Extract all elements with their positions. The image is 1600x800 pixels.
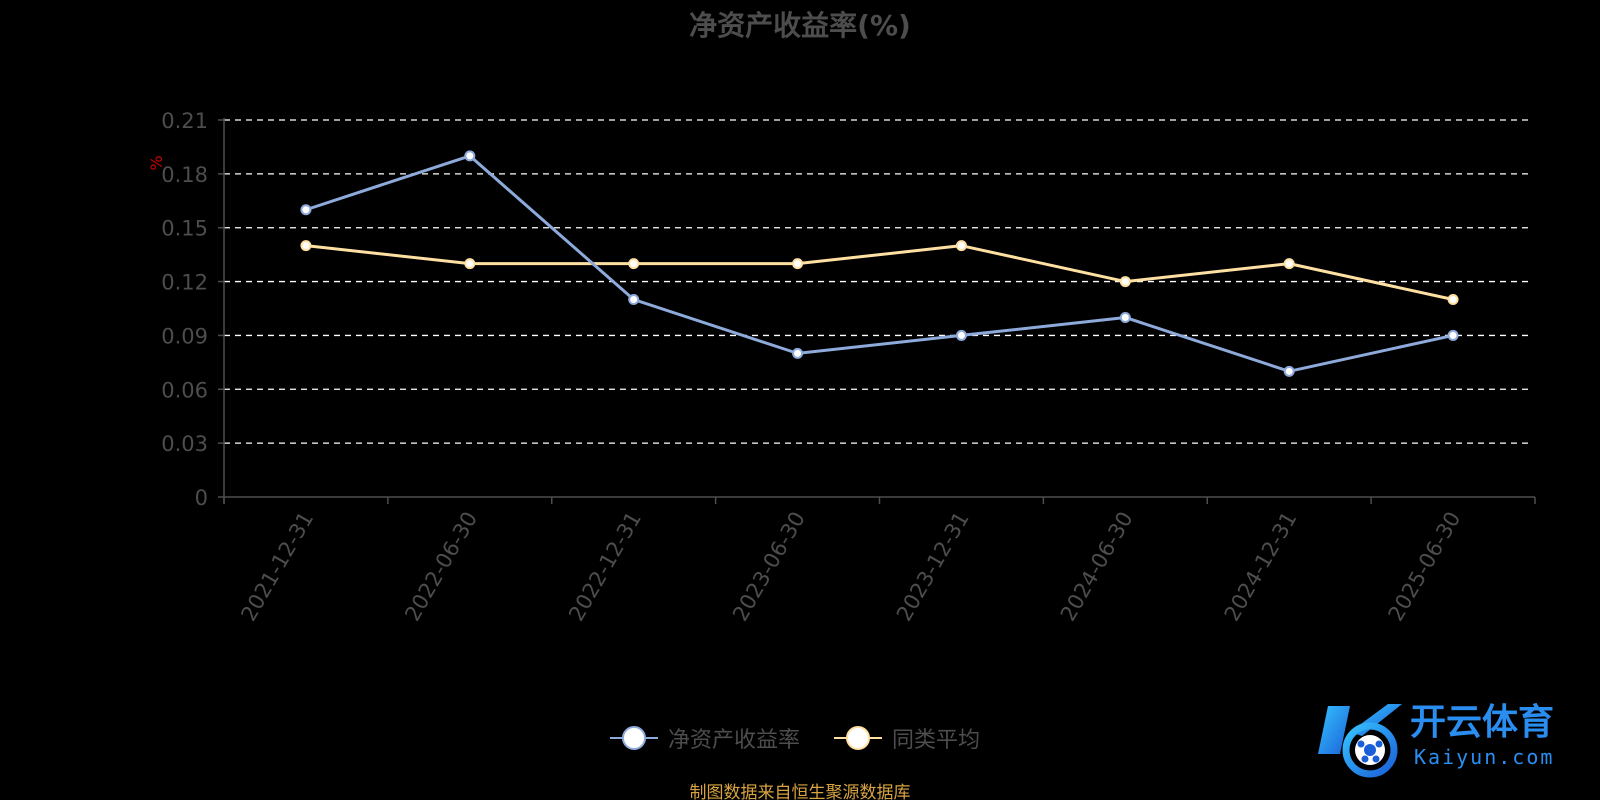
data-point-1 (955, 240, 967, 252)
x-tick-label: 2023-06-30 (728, 508, 810, 626)
y-tick-label: 0.12 (161, 271, 208, 295)
legend-label-peer-average: 同类平均 (892, 728, 981, 753)
series-line-0 (305, 154, 1454, 373)
y-axis-label: % (147, 155, 166, 170)
source-note: 制图数据来自恒生聚源数据库 (689, 783, 911, 800)
grid-lines (224, 119, 1529, 444)
y-tick-label: 0.18 (161, 163, 208, 187)
x-tick-label: 2024-06-30 (1056, 508, 1138, 626)
data-point-0 (628, 294, 640, 306)
kaiyun-logo: 开云体育 Kaiyun.com (1318, 702, 1554, 778)
y-tick-label: 0.03 (161, 432, 208, 456)
x-tick-label: 2022-12-31 (564, 508, 646, 626)
data-point-1 (792, 258, 804, 270)
chart-title: 净资产收益率(%) (689, 9, 911, 42)
legend-label-roe: 净资产收益率 (668, 728, 801, 753)
x-tick-label: 2025-06-30 (1384, 508, 1466, 626)
logo-k-mark (1318, 704, 1402, 778)
data-point-1 (1447, 294, 1459, 306)
data-point-0 (464, 150, 476, 162)
data-point-0 (1447, 329, 1459, 341)
data-point-0 (1119, 311, 1131, 323)
data-point-0 (1283, 365, 1295, 377)
y-tick-label: 0.09 (161, 324, 208, 348)
data-point-1 (628, 258, 640, 270)
x-tick-label: 2024-12-31 (1220, 508, 1302, 626)
y-tick-label: 0 (195, 486, 208, 510)
data-point-0 (792, 347, 804, 359)
data-point-1 (1119, 276, 1131, 288)
data-point-1 (300, 240, 312, 252)
axes: 0 0.03 0.06 0.09 0.12 0.15 0.18 0.21 2021-12-31 2… (161, 109, 1536, 626)
y-tick-label: 0.06 (161, 378, 208, 402)
data-point-1 (464, 258, 476, 270)
data-point-1 (1283, 258, 1295, 270)
logo-text: 开云体育 (1410, 702, 1554, 743)
series-line-1 (305, 244, 1454, 301)
y-tick-label: 0.21 (161, 109, 208, 133)
y-tick-label: 0.15 (161, 217, 208, 241)
x-tick-label: 2021-12-31 (236, 508, 318, 626)
data-point-0 (300, 204, 312, 216)
x-tick-label: 2023-12-31 (892, 508, 974, 626)
data-point-0 (955, 329, 967, 341)
x-tick-label: 2022-06-30 (400, 508, 482, 626)
legend-swatch-roe (610, 723, 658, 753)
legend-item-roe[interactable]: 净资产收益率 (610, 720, 800, 756)
legend-item-peer-average[interactable]: 同类平均 (834, 720, 980, 756)
logo-subtext: Kaiyun.com (1414, 745, 1554, 769)
series-layer (300, 150, 1459, 377)
legend-swatch-peer-average (834, 723, 882, 753)
